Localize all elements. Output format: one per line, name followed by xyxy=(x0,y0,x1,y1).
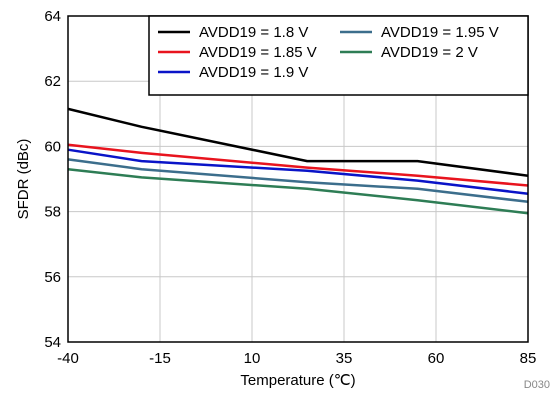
y-tick-label: 54 xyxy=(44,334,61,351)
legend-box xyxy=(148,15,529,96)
x-tick-label: -15 xyxy=(149,350,171,367)
y-tick-label: 64 xyxy=(44,8,61,25)
y-tick-labels: 54 56 58 60 62 64 xyxy=(44,8,61,351)
legend-label: AVDD19 = 1.85 V xyxy=(199,44,317,61)
legend-label: AVDD19 = 1.9 V xyxy=(199,64,308,81)
series-line xyxy=(67,167,529,215)
y-axis-label: SFDR (dBc) xyxy=(15,139,32,220)
legend-label: AVDD19 = 1.8 V xyxy=(199,24,308,41)
figure-id: D030 xyxy=(524,379,550,391)
series-line xyxy=(67,148,529,195)
x-tick-label: 10 xyxy=(244,350,261,367)
x-axis-label: Temperature (℃) xyxy=(240,372,355,389)
series-line xyxy=(67,143,529,187)
legend-label: AVDD19 = 1.95 V xyxy=(381,24,499,41)
series-line xyxy=(67,107,529,177)
x-tick-label: -40 xyxy=(57,350,79,367)
x-tick-label: 85 xyxy=(520,350,537,367)
y-tick-label: 60 xyxy=(44,138,61,155)
x-tick-labels: -40 -15 10 35 60 85 xyxy=(57,350,536,367)
series-lines xyxy=(67,107,529,215)
y-tick-label: 62 xyxy=(44,73,61,90)
series-line xyxy=(67,158,529,204)
legend-label: AVDD19 = 2 V xyxy=(381,44,478,61)
y-tick-label: 58 xyxy=(44,204,61,221)
y-tick-label: 56 xyxy=(44,269,61,286)
x-tick-label: 60 xyxy=(428,350,445,367)
x-tick-label: 35 xyxy=(336,350,353,367)
legend: AVDD19 = 1.8 V AVDD19 = 1.85 V AVDD19 = 1.… xyxy=(148,15,529,96)
